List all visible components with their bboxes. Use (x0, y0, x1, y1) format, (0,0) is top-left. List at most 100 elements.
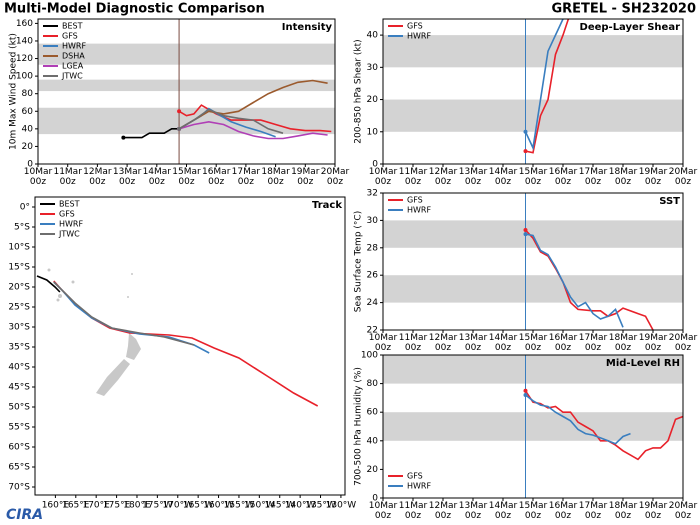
island (131, 273, 133, 275)
series-line (123, 128, 180, 139)
x-tick-label: 18Mar 00z (608, 333, 638, 353)
x-tick-label: 12Mar 00z (428, 167, 458, 187)
start-point (121, 135, 126, 140)
start-point (523, 227, 528, 232)
y-tick-label: 0 (372, 160, 378, 170)
plot-area (383, 193, 683, 330)
legend-label: HWRF (59, 220, 83, 229)
x-tick-label: 165°E (62, 501, 90, 511)
y-tick-label: 70°S (8, 483, 30, 493)
x-tick-label: 180°E (123, 501, 151, 511)
panel-title: Deep-Layer Shear (580, 22, 681, 33)
y-tick-label: 26 (367, 271, 379, 281)
plot-frame (382, 192, 684, 331)
x-tick-label: 12Mar 00z (428, 501, 458, 521)
x-tick-label: 15Mar 00z (518, 333, 548, 353)
panel-title: Mid-Level RH (606, 358, 680, 369)
x-tick-label: 18Mar 00z (608, 167, 638, 187)
y-tick-label: 0 (27, 160, 33, 170)
panel-title: Track (312, 200, 342, 211)
y-tick-label: 160 (16, 19, 33, 29)
y-tick-label: 10°S (8, 243, 30, 253)
start-point (523, 149, 528, 154)
y-tick-label: 100 (361, 351, 378, 361)
y-tick-label: 40 (22, 124, 34, 134)
start-point (177, 126, 182, 131)
legend-label: BEST (62, 22, 83, 31)
x-tick-label: 17Mar 00z (578, 501, 608, 521)
x-tick-label: 160°W (203, 501, 234, 511)
x-tick-label: 16Mar 00z (548, 167, 578, 187)
x-tick-label: 18Mar 00z (608, 501, 638, 521)
series-line (178, 79, 328, 130)
y-tick-label: 0° (20, 203, 30, 213)
x-tick-label: 19Mar 00z (638, 501, 668, 521)
x-tick-label: 165°W (183, 501, 214, 511)
x-tick-label: 155°W (224, 501, 255, 511)
island (47, 268, 51, 272)
y-tick-label: 40°S (8, 363, 30, 373)
y-tick-label: 5°S (14, 223, 30, 233)
island (56, 298, 60, 302)
y-tick-label: 45°S (8, 383, 30, 393)
x-tick-label: 16Mar 00z (548, 333, 578, 353)
panel-title: Intensity (282, 22, 333, 33)
series-line (524, 229, 654, 330)
x-tick-label: 12Mar 00z (428, 333, 458, 353)
y-tick-label: 60 (22, 107, 34, 117)
x-tick-label: 14Mar 00z (488, 167, 518, 187)
x-tick-label: 13Mar 00z (458, 501, 488, 521)
x-tick-label: 13Mar 00z (458, 167, 488, 187)
x-tick-label: 13Mar 00z (458, 333, 488, 353)
series-line (525, 19, 570, 154)
legend-label: GFS (62, 32, 78, 41)
x-tick-label: 170°E (82, 501, 110, 511)
y-tick-label: 28 (367, 243, 379, 253)
x-tick-label: 16Mar 00z (548, 501, 578, 521)
x-tick-label: 135°W (305, 501, 336, 511)
land (96, 359, 130, 396)
x-tick-label: 17Mar 00z (578, 167, 608, 187)
band (38, 79, 335, 92)
y-axis-label: Sea Surface Temp (°C) (354, 211, 364, 312)
y-tick-label: 20 (22, 142, 34, 152)
band (383, 99, 683, 132)
x-tick-label: 14Mar 00z (488, 333, 518, 353)
island (58, 294, 62, 298)
y-tick-label: 60 (367, 408, 379, 418)
y-tick-label: 80 (22, 89, 34, 99)
y-tick-label: 24 (367, 298, 379, 308)
legend-label: DSHA (62, 52, 85, 61)
start-point (523, 129, 528, 134)
x-tick-label: 150°W (244, 501, 275, 511)
x-tick-label: 145°W (264, 501, 295, 511)
y-tick-label: 55°S (8, 423, 30, 433)
y-tick-label: 30°S (8, 323, 30, 333)
x-tick-label: 175°E (103, 501, 131, 511)
x-tick-label: 160°E (42, 501, 70, 511)
y-tick-label: 32 (367, 189, 378, 199)
plot-area (38, 19, 335, 164)
x-tick-label: 15Mar 00z (518, 167, 548, 187)
y-tick-label: 35°S (8, 343, 30, 353)
series-line (524, 390, 683, 461)
y-tick-label: 25°S (8, 303, 30, 313)
x-tick-label: 140°W (285, 501, 316, 511)
x-tick-label: 20Mar 00z (320, 167, 350, 187)
legend-label: HWRF (62, 42, 86, 51)
x-tick-label: 10Mar 00z (368, 167, 398, 187)
series-line (53, 281, 195, 346)
series-line (525, 233, 624, 328)
series-line (178, 108, 284, 134)
y-tick-label: 100 (16, 72, 33, 82)
band (383, 35, 683, 68)
y-tick-label: 20°S (8, 283, 30, 293)
x-tick-label: 19Mar 00z (638, 333, 668, 353)
y-tick-label: 40 (367, 436, 379, 446)
x-tick-label: 11Mar 00z (398, 333, 428, 353)
x-tick-label: 19Mar 00z (291, 167, 320, 187)
x-tick-label: 13Mar 00z (112, 167, 142, 187)
legend-label: GFS (407, 22, 423, 31)
y-axis-label: 10m Max Wind Speed (kt) (9, 33, 19, 150)
x-tick-label: 14Mar 00z (488, 501, 518, 521)
